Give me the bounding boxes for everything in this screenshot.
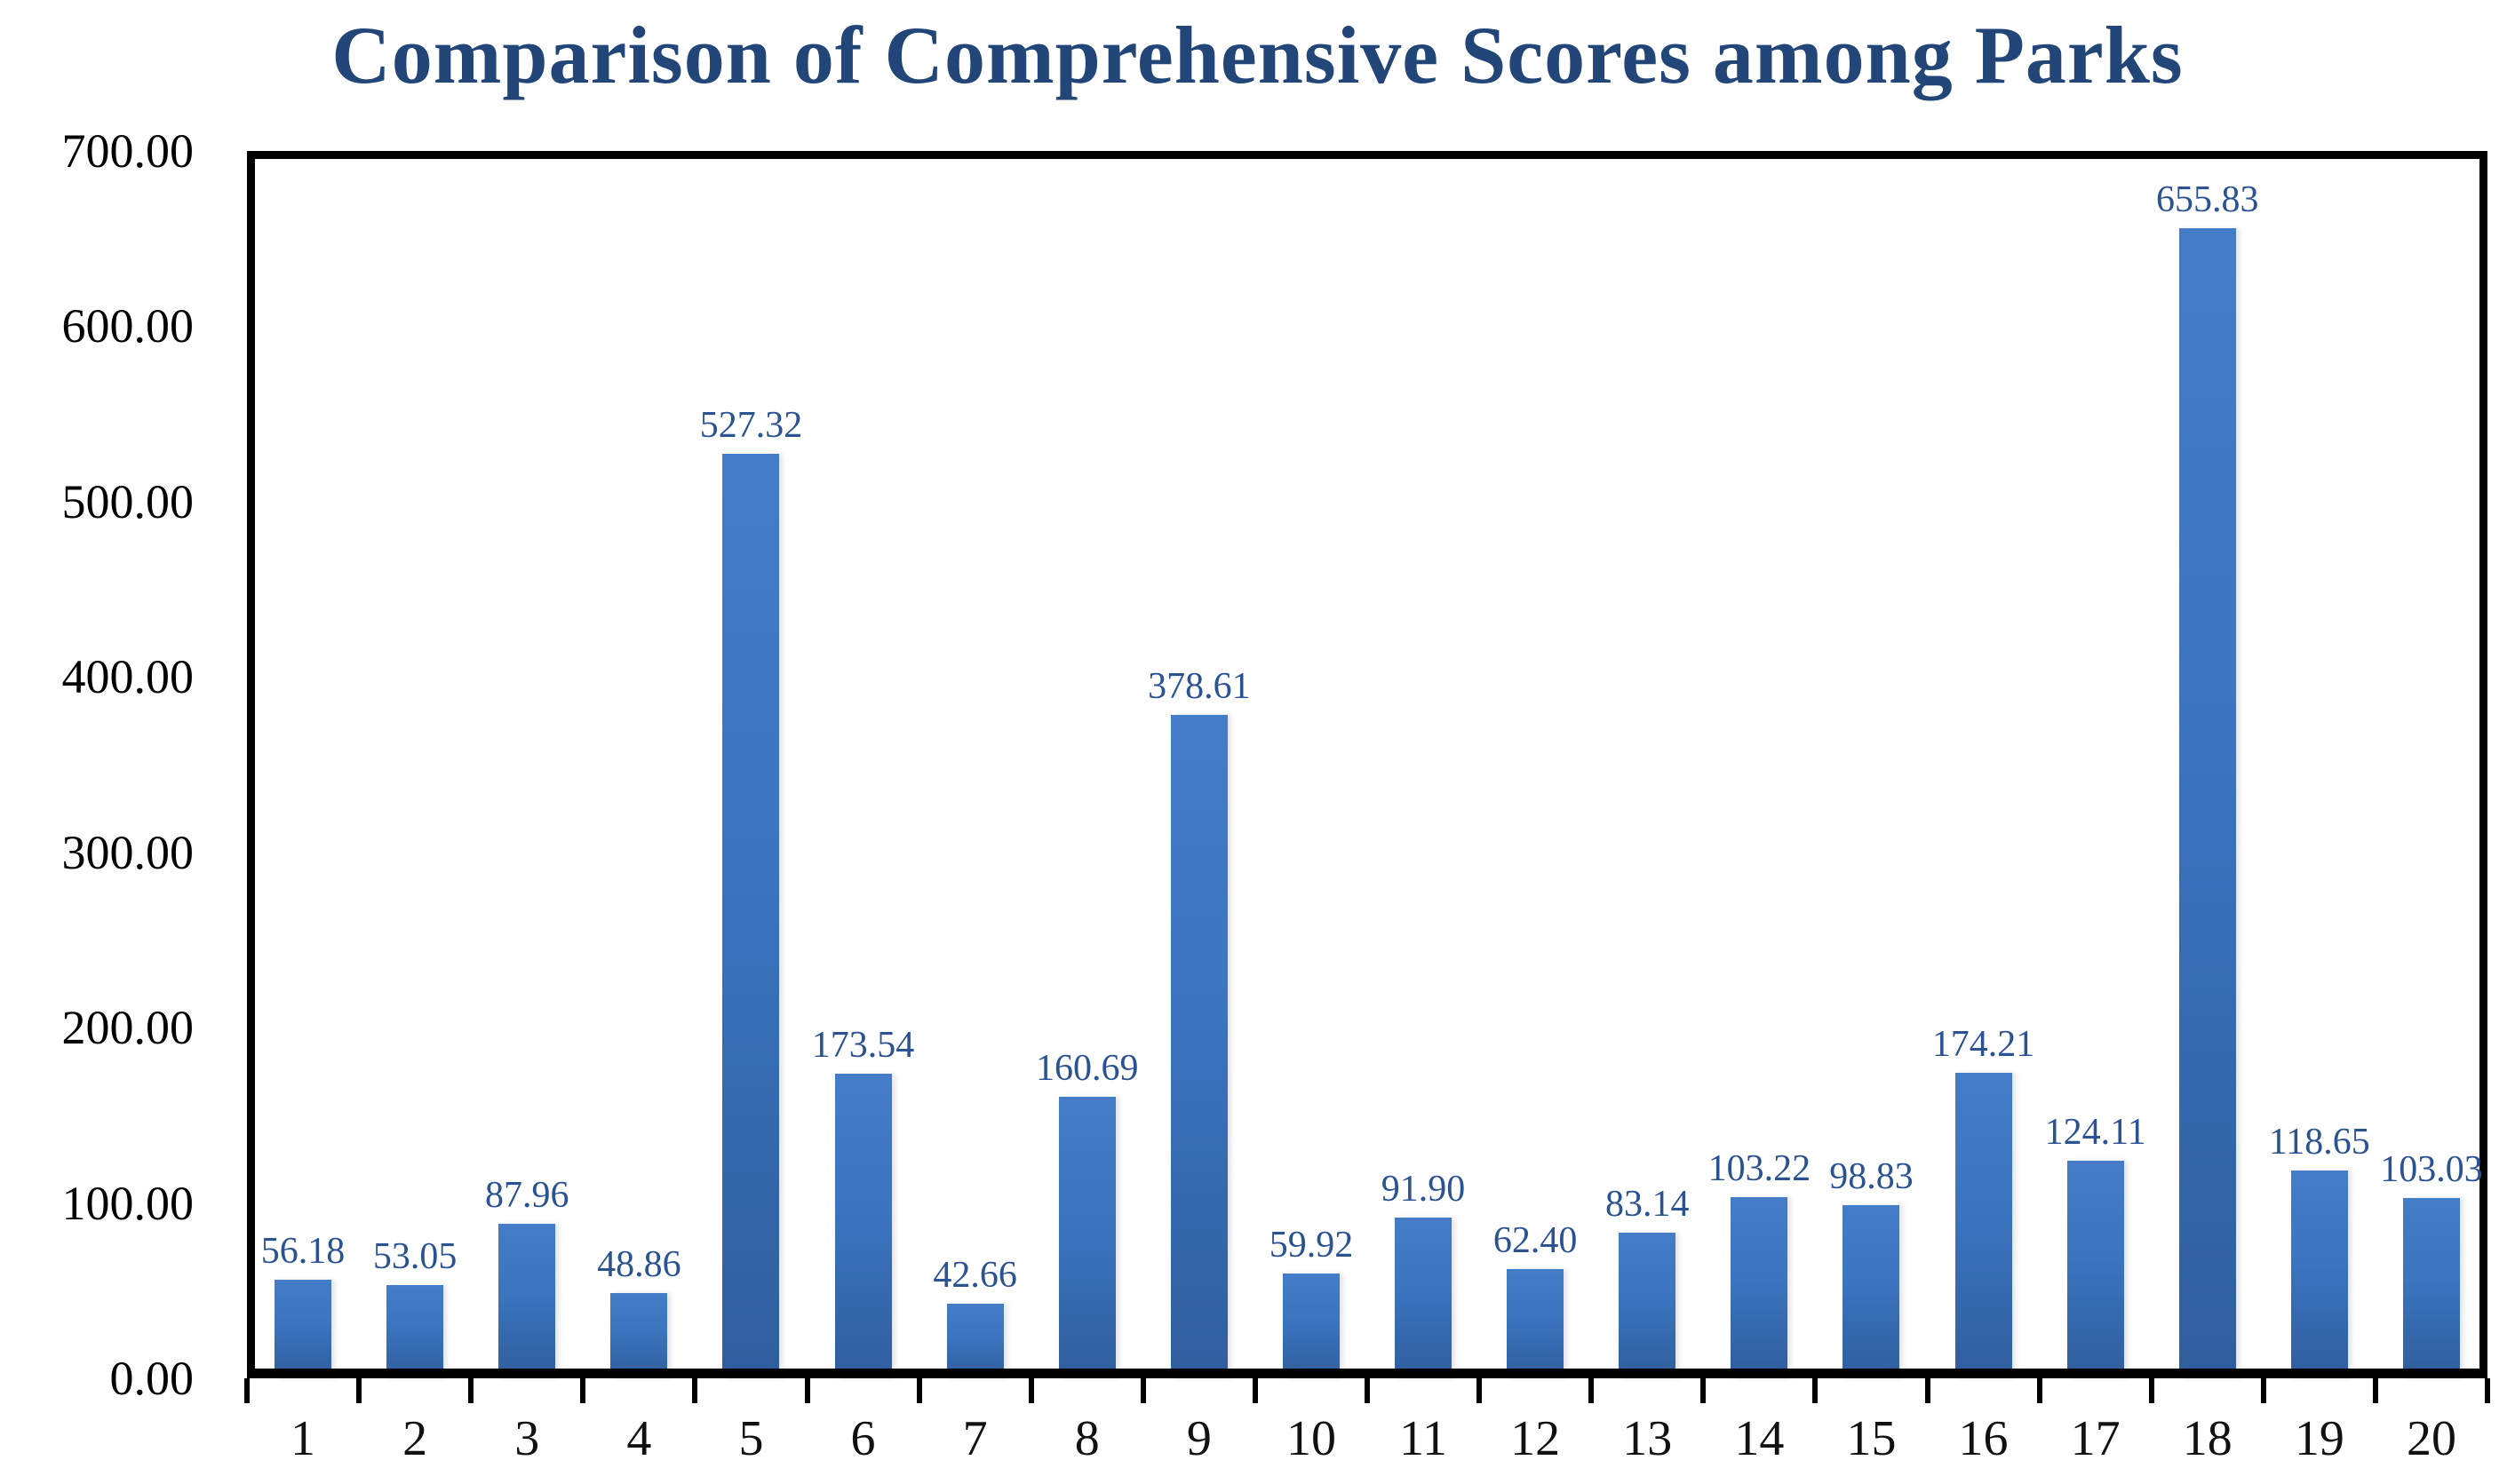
bar-value-label: 174.21 (1931, 1024, 2035, 1066)
x-axis-tick-mark (692, 1378, 698, 1403)
x-axis-tick-mark (2372, 1378, 2378, 1403)
bar-value-label: 655.83 (2156, 179, 2259, 221)
bar (1954, 1073, 2012, 1378)
x-axis-category-label: 1 (290, 1411, 316, 1466)
y-axis-tick-label: 400.00 (61, 650, 195, 704)
y-axis-tick-label: 100.00 (61, 1176, 195, 1230)
x-axis-tick-mark (244, 1378, 250, 1403)
bar-value-label: 124.11 (2044, 1111, 2146, 1153)
bar-value-label: 118.65 (2268, 1121, 2370, 1163)
x-axis-tick-mark (1924, 1378, 1930, 1403)
x-axis-category-label: 8 (1074, 1411, 1100, 1466)
x-axis-category-label: 14 (1734, 1411, 1785, 1466)
x-axis-tick-mark (1700, 1378, 1707, 1403)
bar-value-label: 59.92 (1269, 1224, 1354, 1266)
bar-value-label: 42.66 (933, 1254, 1017, 1296)
x-axis-category-label: 6 (850, 1411, 876, 1466)
x-axis-tick-mark (1812, 1378, 1819, 1403)
y-axis-tick-label: 0.00 (109, 1352, 195, 1405)
x-axis-category-label: 3 (514, 1411, 540, 1466)
x-axis-tick-mark (1140, 1378, 1146, 1403)
bar (834, 1074, 892, 1378)
bar-value-label: 83.14 (1605, 1183, 1690, 1225)
bar-value-label: 91.90 (1381, 1168, 1466, 1210)
bar (1842, 1204, 1900, 1378)
bar-value-label: 527.32 (699, 404, 803, 446)
x-axis-tick-mark (2485, 1378, 2490, 1403)
x-axis-category-label: 19 (2294, 1411, 2344, 1466)
x-axis-category-label: 15 (1846, 1411, 1897, 1466)
bar-value-label: 103.03 (2380, 1148, 2483, 1190)
x-axis-category-label: 16 (1958, 1411, 2009, 1466)
x-axis-tick-mark (1588, 1378, 1595, 1403)
x-axis-category-label: 13 (1622, 1411, 1673, 1466)
bar-value-label: 48.86 (597, 1243, 681, 1285)
bar (722, 453, 780, 1378)
x-axis-category-label: 20 (2406, 1411, 2456, 1466)
y-axis-tick-label: 700.00 (61, 124, 195, 178)
x-axis-tick-mark (1028, 1378, 1034, 1403)
y-axis-tick-label: 200.00 (61, 1001, 195, 1055)
bar (1731, 1197, 1788, 1378)
x-axis-tick-mark (804, 1378, 810, 1403)
bar (610, 1292, 668, 1378)
x-axis-category-label: 9 (1186, 1411, 1212, 1466)
bar-value-label: 53.05 (372, 1236, 458, 1278)
bar-value-label: 98.83 (1829, 1155, 1914, 1197)
x-axis-category-label: 11 (1399, 1411, 1447, 1466)
bar (386, 1285, 444, 1378)
chart-title: Comparison of Comprehensive Scores among… (331, 10, 2184, 100)
bar (1507, 1268, 1564, 1378)
bar-value-label: 173.54 (811, 1025, 915, 1067)
y-axis-tick-label: 300.00 (61, 825, 195, 879)
x-axis-category-label: 10 (1285, 1411, 1336, 1466)
x-axis-tick-mark (1476, 1378, 1483, 1403)
x-axis-category-label: 5 (738, 1411, 764, 1466)
bar-value-label: 160.69 (1036, 1047, 1139, 1089)
bar (1170, 714, 1228, 1378)
x-axis-tick-mark (916, 1378, 922, 1403)
x-axis-category-label: 2 (402, 1411, 428, 1466)
bar (1058, 1096, 1116, 1378)
x-axis-tick-mark (2260, 1378, 2266, 1403)
bar (498, 1224, 556, 1378)
x-axis-category-label: 7 (962, 1411, 988, 1466)
bar (946, 1303, 1004, 1378)
x-axis-category-label: 4 (626, 1411, 652, 1466)
bar (2402, 1197, 2460, 1378)
bar (275, 1280, 332, 1378)
bar-value-label: 56.18 (260, 1231, 346, 1273)
x-axis-tick-mark (1252, 1378, 1258, 1403)
x-axis-tick-mark (580, 1378, 586, 1403)
x-axis-tick-mark (468, 1378, 474, 1403)
y-axis-tick-label: 500.00 (61, 474, 195, 528)
bar-value-label: 103.22 (1707, 1148, 1811, 1190)
bar (2066, 1160, 2124, 1378)
x-axis-tick-mark (356, 1378, 362, 1403)
x-axis-tick-mark (2036, 1378, 2042, 1403)
bar (1619, 1232, 1676, 1378)
bar-value-label: 87.96 (485, 1175, 569, 1217)
x-axis-tick-mark (1365, 1378, 1370, 1403)
x-axis-category-label: 17 (2070, 1411, 2121, 1466)
bar (1395, 1217, 1452, 1378)
x-axis-category-label: 18 (2182, 1411, 2232, 1466)
bar (2290, 1170, 2348, 1378)
y-axis-tick-label: 600.00 (61, 299, 195, 353)
bar (2178, 228, 2236, 1378)
bar-value-label: 378.61 (1148, 665, 1251, 707)
bar (1282, 1273, 1340, 1378)
x-axis-tick-mark (2148, 1378, 2154, 1403)
x-axis-category-label: 12 (1510, 1411, 1561, 1466)
bar-value-label: 62.40 (1492, 1219, 1578, 1261)
